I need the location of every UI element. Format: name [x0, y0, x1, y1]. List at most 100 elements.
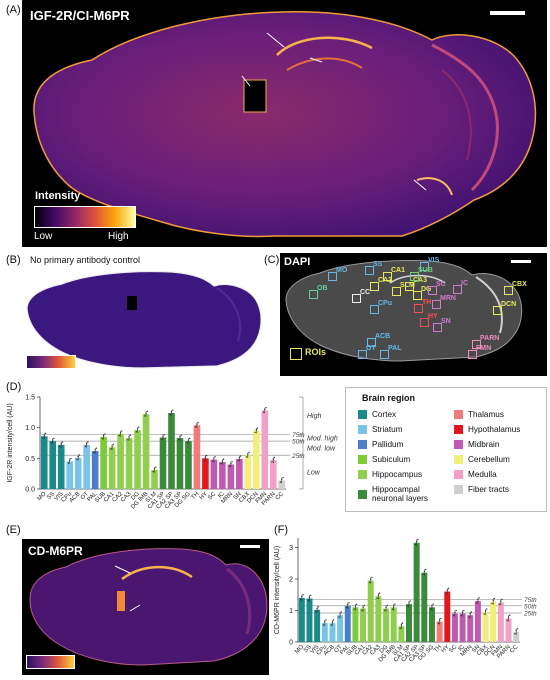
category-label: SS	[46, 491, 56, 501]
legend-swatch	[358, 425, 367, 434]
bar-dg	[383, 608, 390, 642]
data-point	[248, 451, 250, 454]
roi-box-cbx	[504, 286, 513, 295]
roi-box-sn	[433, 323, 442, 332]
category-label: SN	[233, 491, 243, 501]
roi-label-hy: HY	[428, 313, 438, 320]
panel-e-brain-svg	[29, 548, 268, 666]
data-point	[347, 603, 349, 606]
data-point	[309, 594, 312, 597]
panel-e-scale-bar	[240, 545, 260, 548]
legend-swatch	[358, 440, 367, 449]
bar-sub	[100, 436, 107, 489]
roi-label-cbx: CBX	[512, 281, 527, 288]
roi-label-fmn: FMN	[476, 345, 492, 352]
panel-a-colorbar-title: Intensity	[35, 190, 81, 202]
roi-box-hy	[420, 318, 429, 327]
data-point	[155, 466, 157, 468]
data-point	[61, 441, 64, 443]
y-tick-label: 1.5	[25, 395, 35, 402]
panel-a-letter: (A)	[6, 4, 21, 16]
bar-cpu	[66, 461, 73, 489]
panel-c-brain-svg	[285, 260, 523, 362]
roi-box-sub	[410, 272, 419, 281]
data-point	[169, 413, 171, 416]
data-point	[415, 540, 418, 543]
bar-ca2	[367, 580, 374, 642]
data-point	[401, 622, 404, 624]
data-point	[384, 609, 386, 612]
data-point	[498, 603, 501, 606]
percentile-label: 75th	[524, 597, 537, 604]
category-label: DG	[130, 491, 141, 502]
data-point	[509, 614, 511, 616]
roi-label-ot: OT	[366, 345, 376, 352]
legend-swatch	[358, 410, 367, 419]
roi-label-ca2: CA2	[378, 277, 393, 284]
data-point	[345, 606, 348, 609]
data-point	[282, 476, 284, 479]
data-point	[424, 568, 427, 571]
legend-item-midbrain: Midbrain	[454, 440, 499, 449]
data-point	[42, 437, 44, 439]
category-label: TH	[433, 644, 443, 654]
category-label: CC	[275, 491, 286, 502]
data-point	[112, 443, 115, 446]
data-point	[432, 603, 434, 605]
roi-label-slm: SLM	[400, 282, 415, 289]
data-point	[230, 462, 232, 465]
roi-box-parn	[472, 340, 481, 349]
bar-dg-imb	[390, 607, 397, 642]
data-point	[437, 622, 440, 625]
legend-item-medulla: Medulla	[454, 470, 497, 479]
data-point	[179, 436, 181, 438]
data-point	[77, 455, 79, 458]
data-point	[483, 613, 486, 615]
legend-swatch	[454, 410, 463, 419]
data-point	[453, 614, 455, 617]
data-point	[491, 602, 493, 605]
bar-acb	[329, 623, 336, 642]
data-point	[338, 616, 340, 618]
data-point	[281, 478, 283, 481]
y-tick-label: 0.5	[25, 456, 35, 463]
data-point	[468, 616, 470, 618]
roi-label-ob: OB	[317, 285, 328, 292]
category-label: SN	[471, 644, 481, 654]
y-axis-label: CD-M6PR intensity/cell (AU)	[274, 546, 281, 634]
data-point	[50, 442, 53, 444]
brain-outline-a	[33, 11, 537, 238]
data-point	[407, 605, 409, 607]
data-point	[353, 608, 355, 610]
panel-b-scale-bar	[237, 268, 255, 271]
roi-label-dg: DG	[421, 286, 432, 293]
data-point	[222, 458, 225, 460]
data-point	[138, 426, 140, 429]
data-point	[78, 454, 81, 456]
bar-parn	[269, 460, 277, 489]
y-tick-label: 2	[289, 576, 293, 583]
data-point	[171, 409, 174, 411]
bar-hy	[444, 591, 451, 642]
data-point	[67, 462, 70, 464]
data-point	[316, 607, 318, 610]
region-legend: Brain region Cortex Striatum Pallidum Subic…	[345, 387, 547, 512]
data-point	[70, 457, 72, 460]
data-point	[153, 468, 156, 470]
percentile-label: 75th	[292, 432, 305, 439]
panel-e-colorbar	[26, 655, 75, 669]
roi-box-ca2	[370, 282, 379, 291]
data-point	[254, 431, 256, 434]
data-point	[145, 412, 147, 414]
bar-ic	[459, 613, 466, 642]
roi-label-cpu: CPu	[378, 300, 392, 307]
bar-mo	[40, 436, 48, 489]
data-point	[455, 609, 457, 612]
panel-b-image	[22, 266, 267, 373]
roi-label-mrn: MRN	[440, 295, 456, 302]
data-point	[76, 458, 78, 461]
data-point	[385, 606, 387, 609]
data-point	[255, 428, 258, 431]
bar-fmn	[497, 602, 504, 642]
panel-d-chart: 0.0 0.5 1.0 1.5 IGF-2R intensity/cell (AU) 75…	[7, 395, 338, 511]
